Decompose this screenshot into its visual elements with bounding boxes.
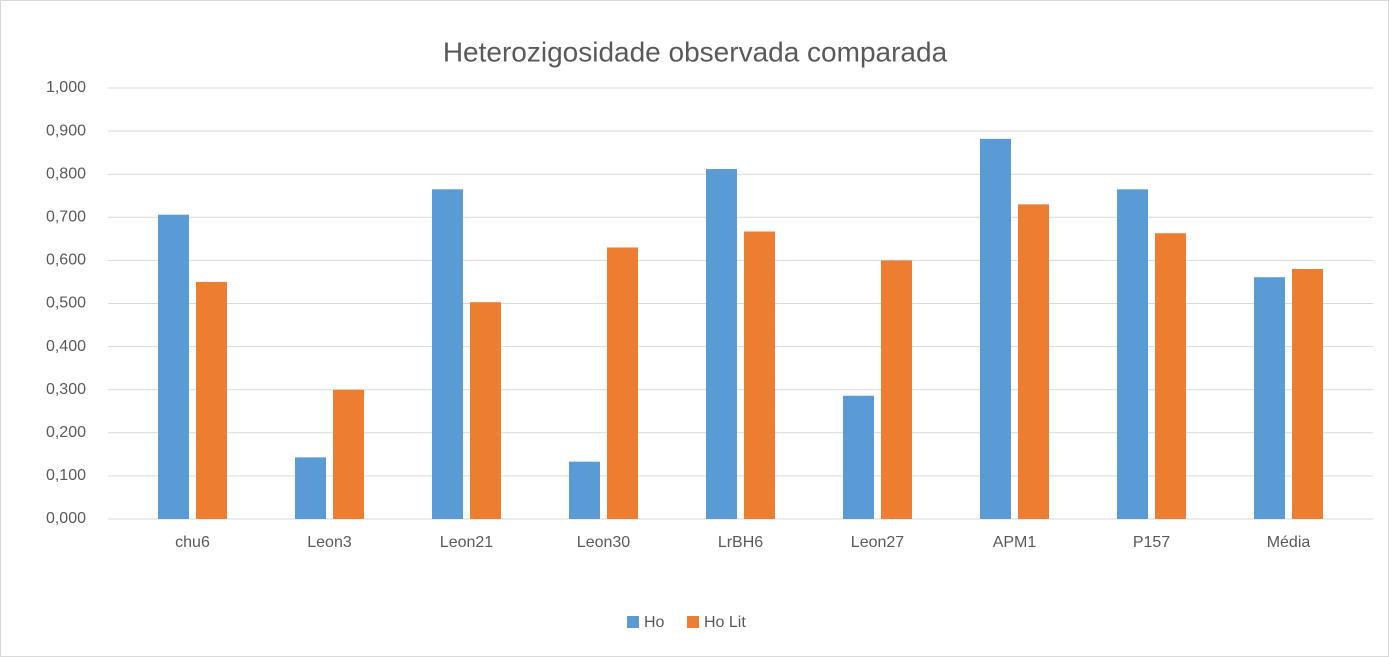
chart-title: Heterozigosidade observada comparada bbox=[443, 36, 948, 67]
bar bbox=[1292, 269, 1323, 519]
bar bbox=[881, 260, 912, 519]
x-tick-label: Leon3 bbox=[307, 534, 352, 551]
x-tick-label: Média bbox=[1267, 534, 1311, 551]
x-tick-label: Leon27 bbox=[851, 534, 904, 551]
y-tick-label: 0,800 bbox=[46, 165, 86, 182]
bar bbox=[1018, 204, 1049, 519]
bar bbox=[470, 302, 501, 519]
bar bbox=[706, 169, 737, 519]
x-tick-label: Leon21 bbox=[440, 534, 493, 551]
y-tick-label: 0,700 bbox=[46, 209, 86, 226]
bar bbox=[980, 138, 1011, 519]
x-tick-label: Leon30 bbox=[577, 534, 630, 551]
bar bbox=[607, 247, 638, 519]
y-tick-label: 0,400 bbox=[46, 338, 86, 355]
bar bbox=[333, 389, 364, 519]
y-tick-label: 0,200 bbox=[46, 424, 86, 441]
legend-swatch bbox=[627, 616, 639, 628]
legend-label: Ho Lit bbox=[704, 614, 746, 631]
bar bbox=[1254, 277, 1285, 519]
y-tick-label: 0,300 bbox=[46, 381, 86, 398]
bar bbox=[843, 395, 874, 519]
bar bbox=[158, 214, 189, 520]
x-tick-label: LrBH6 bbox=[718, 534, 763, 551]
bar bbox=[432, 189, 463, 519]
bar bbox=[1155, 233, 1186, 519]
x-tick-label: APM1 bbox=[993, 534, 1037, 551]
y-tick-label: 0,600 bbox=[46, 252, 86, 269]
y-tick-label: 0,500 bbox=[46, 295, 86, 312]
bar bbox=[295, 457, 326, 519]
x-tick-label: chu6 bbox=[175, 534, 210, 551]
legend-swatch bbox=[687, 616, 699, 628]
y-tick-label: 1,000 bbox=[46, 79, 86, 96]
y-tick-label: 0,900 bbox=[46, 122, 86, 139]
bar bbox=[569, 461, 600, 519]
legend-label: Ho bbox=[644, 614, 665, 631]
bar bbox=[1117, 189, 1148, 519]
bar bbox=[196, 281, 227, 519]
y-tick-label: 0,100 bbox=[46, 467, 86, 484]
bar bbox=[744, 231, 775, 519]
y-tick-label: 0,000 bbox=[46, 510, 86, 527]
x-tick-label: P157 bbox=[1133, 534, 1170, 551]
